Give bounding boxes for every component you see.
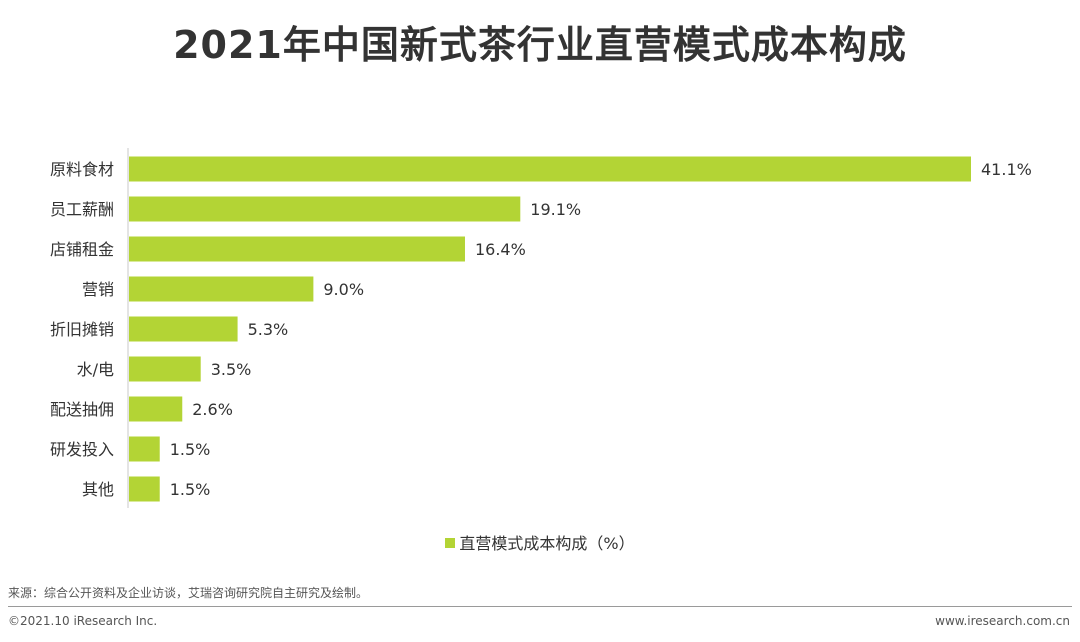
bar [129,476,160,502]
bar [129,316,238,342]
bar [129,396,183,422]
value-label: 1.5% [170,440,211,459]
value-label: 16.4% [475,240,526,259]
category-label: 配送抽佣 [50,400,114,419]
bar [129,276,314,302]
source-note: 来源：综合公开资料及企业访谈，艾瑞咨询研究院自主研究及绘制。 [8,586,369,600]
value-label: 3.5% [211,360,252,379]
footer-divider [8,606,1072,607]
category-label: 折旧摊销 [50,320,114,339]
legend-swatch [445,538,456,548]
bar [129,436,160,462]
value-label: 2.6% [192,400,233,419]
value-label: 41.1% [981,160,1032,179]
bar [129,196,521,222]
bar [129,156,971,182]
copyright: ©2021.10 iResearch Inc. [8,614,158,628]
value-label: 5.3% [248,320,289,339]
category-label: 员工薪酬 [50,200,114,219]
legend: 直营模式成本构成（%） [0,530,1080,554]
bar [129,356,201,382]
category-label: 水/电 [77,360,114,379]
website-link[interactable]: www.iresearch.com.cn [935,614,1070,628]
category-label: 营销 [82,280,114,299]
category-label: 其他 [82,480,114,499]
category-label: 研发投入 [50,440,114,459]
category-label: 店铺租金 [50,240,114,259]
value-label: 9.0% [323,280,364,299]
bar [129,236,465,262]
category-label: 原料食材 [50,160,114,179]
value-labels: 41.1% 19.1% 16.4% 9.0% 5.3% 3.5% 2.6% 1.5% 1.5% [170,160,1032,499]
legend-label: 直营模式成本构成（%） [459,534,635,553]
value-label: 19.1% [530,200,581,219]
chart-title: 2021年中国新式茶行业直营模式成本构成 [173,23,907,67]
value-label: 1.5% [170,480,211,499]
bars [129,156,971,502]
